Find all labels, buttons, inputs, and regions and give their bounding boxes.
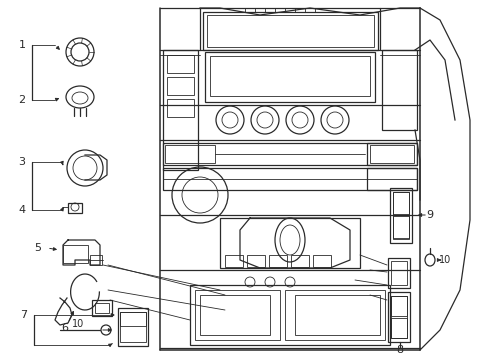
Text: 4: 4 bbox=[19, 205, 25, 215]
Bar bbox=[392, 192, 408, 214]
Bar bbox=[387, 258, 409, 288]
Bar bbox=[390, 296, 406, 338]
Bar bbox=[120, 312, 146, 342]
Text: 2: 2 bbox=[19, 95, 25, 105]
Bar bbox=[200, 295, 269, 335]
Bar bbox=[206, 15, 373, 47]
Text: 10: 10 bbox=[438, 255, 450, 265]
Text: 9: 9 bbox=[426, 210, 433, 220]
Bar bbox=[390, 261, 406, 285]
Bar bbox=[90, 255, 102, 265]
Bar bbox=[203, 12, 377, 50]
Bar bbox=[92, 300, 112, 316]
Bar bbox=[381, 50, 416, 130]
Text: 3: 3 bbox=[19, 157, 25, 167]
Bar bbox=[366, 168, 416, 190]
Text: 7: 7 bbox=[20, 310, 27, 320]
Bar bbox=[290, 255, 308, 267]
Bar bbox=[163, 143, 416, 165]
Bar bbox=[246, 255, 264, 267]
Bar bbox=[95, 303, 109, 313]
Bar bbox=[167, 55, 194, 73]
Text: 1: 1 bbox=[19, 40, 25, 50]
Text: 6: 6 bbox=[61, 323, 68, 333]
Bar bbox=[190, 285, 389, 345]
Bar bbox=[204, 52, 374, 102]
Bar bbox=[392, 216, 408, 238]
Text: 8: 8 bbox=[396, 345, 403, 355]
Bar bbox=[268, 255, 286, 267]
Bar bbox=[118, 308, 148, 346]
Bar bbox=[392, 192, 408, 239]
Bar bbox=[163, 168, 416, 190]
Bar bbox=[294, 295, 379, 335]
Bar bbox=[224, 255, 243, 267]
Bar bbox=[220, 218, 359, 268]
Bar bbox=[120, 312, 146, 326]
Bar bbox=[167, 77, 194, 95]
Bar bbox=[390, 296, 406, 316]
Bar bbox=[167, 99, 194, 117]
Bar bbox=[389, 188, 411, 243]
Bar bbox=[63, 245, 88, 263]
Bar bbox=[390, 318, 406, 338]
Bar bbox=[164, 145, 215, 163]
Text: 5: 5 bbox=[35, 243, 41, 253]
Bar bbox=[366, 143, 416, 165]
Bar bbox=[369, 145, 413, 163]
Bar bbox=[285, 290, 384, 340]
Bar bbox=[209, 56, 369, 96]
Text: 10: 10 bbox=[72, 319, 84, 329]
Bar bbox=[312, 255, 330, 267]
Bar bbox=[68, 203, 82, 213]
Bar bbox=[387, 292, 409, 342]
Bar bbox=[163, 50, 198, 170]
Bar bbox=[195, 290, 280, 340]
